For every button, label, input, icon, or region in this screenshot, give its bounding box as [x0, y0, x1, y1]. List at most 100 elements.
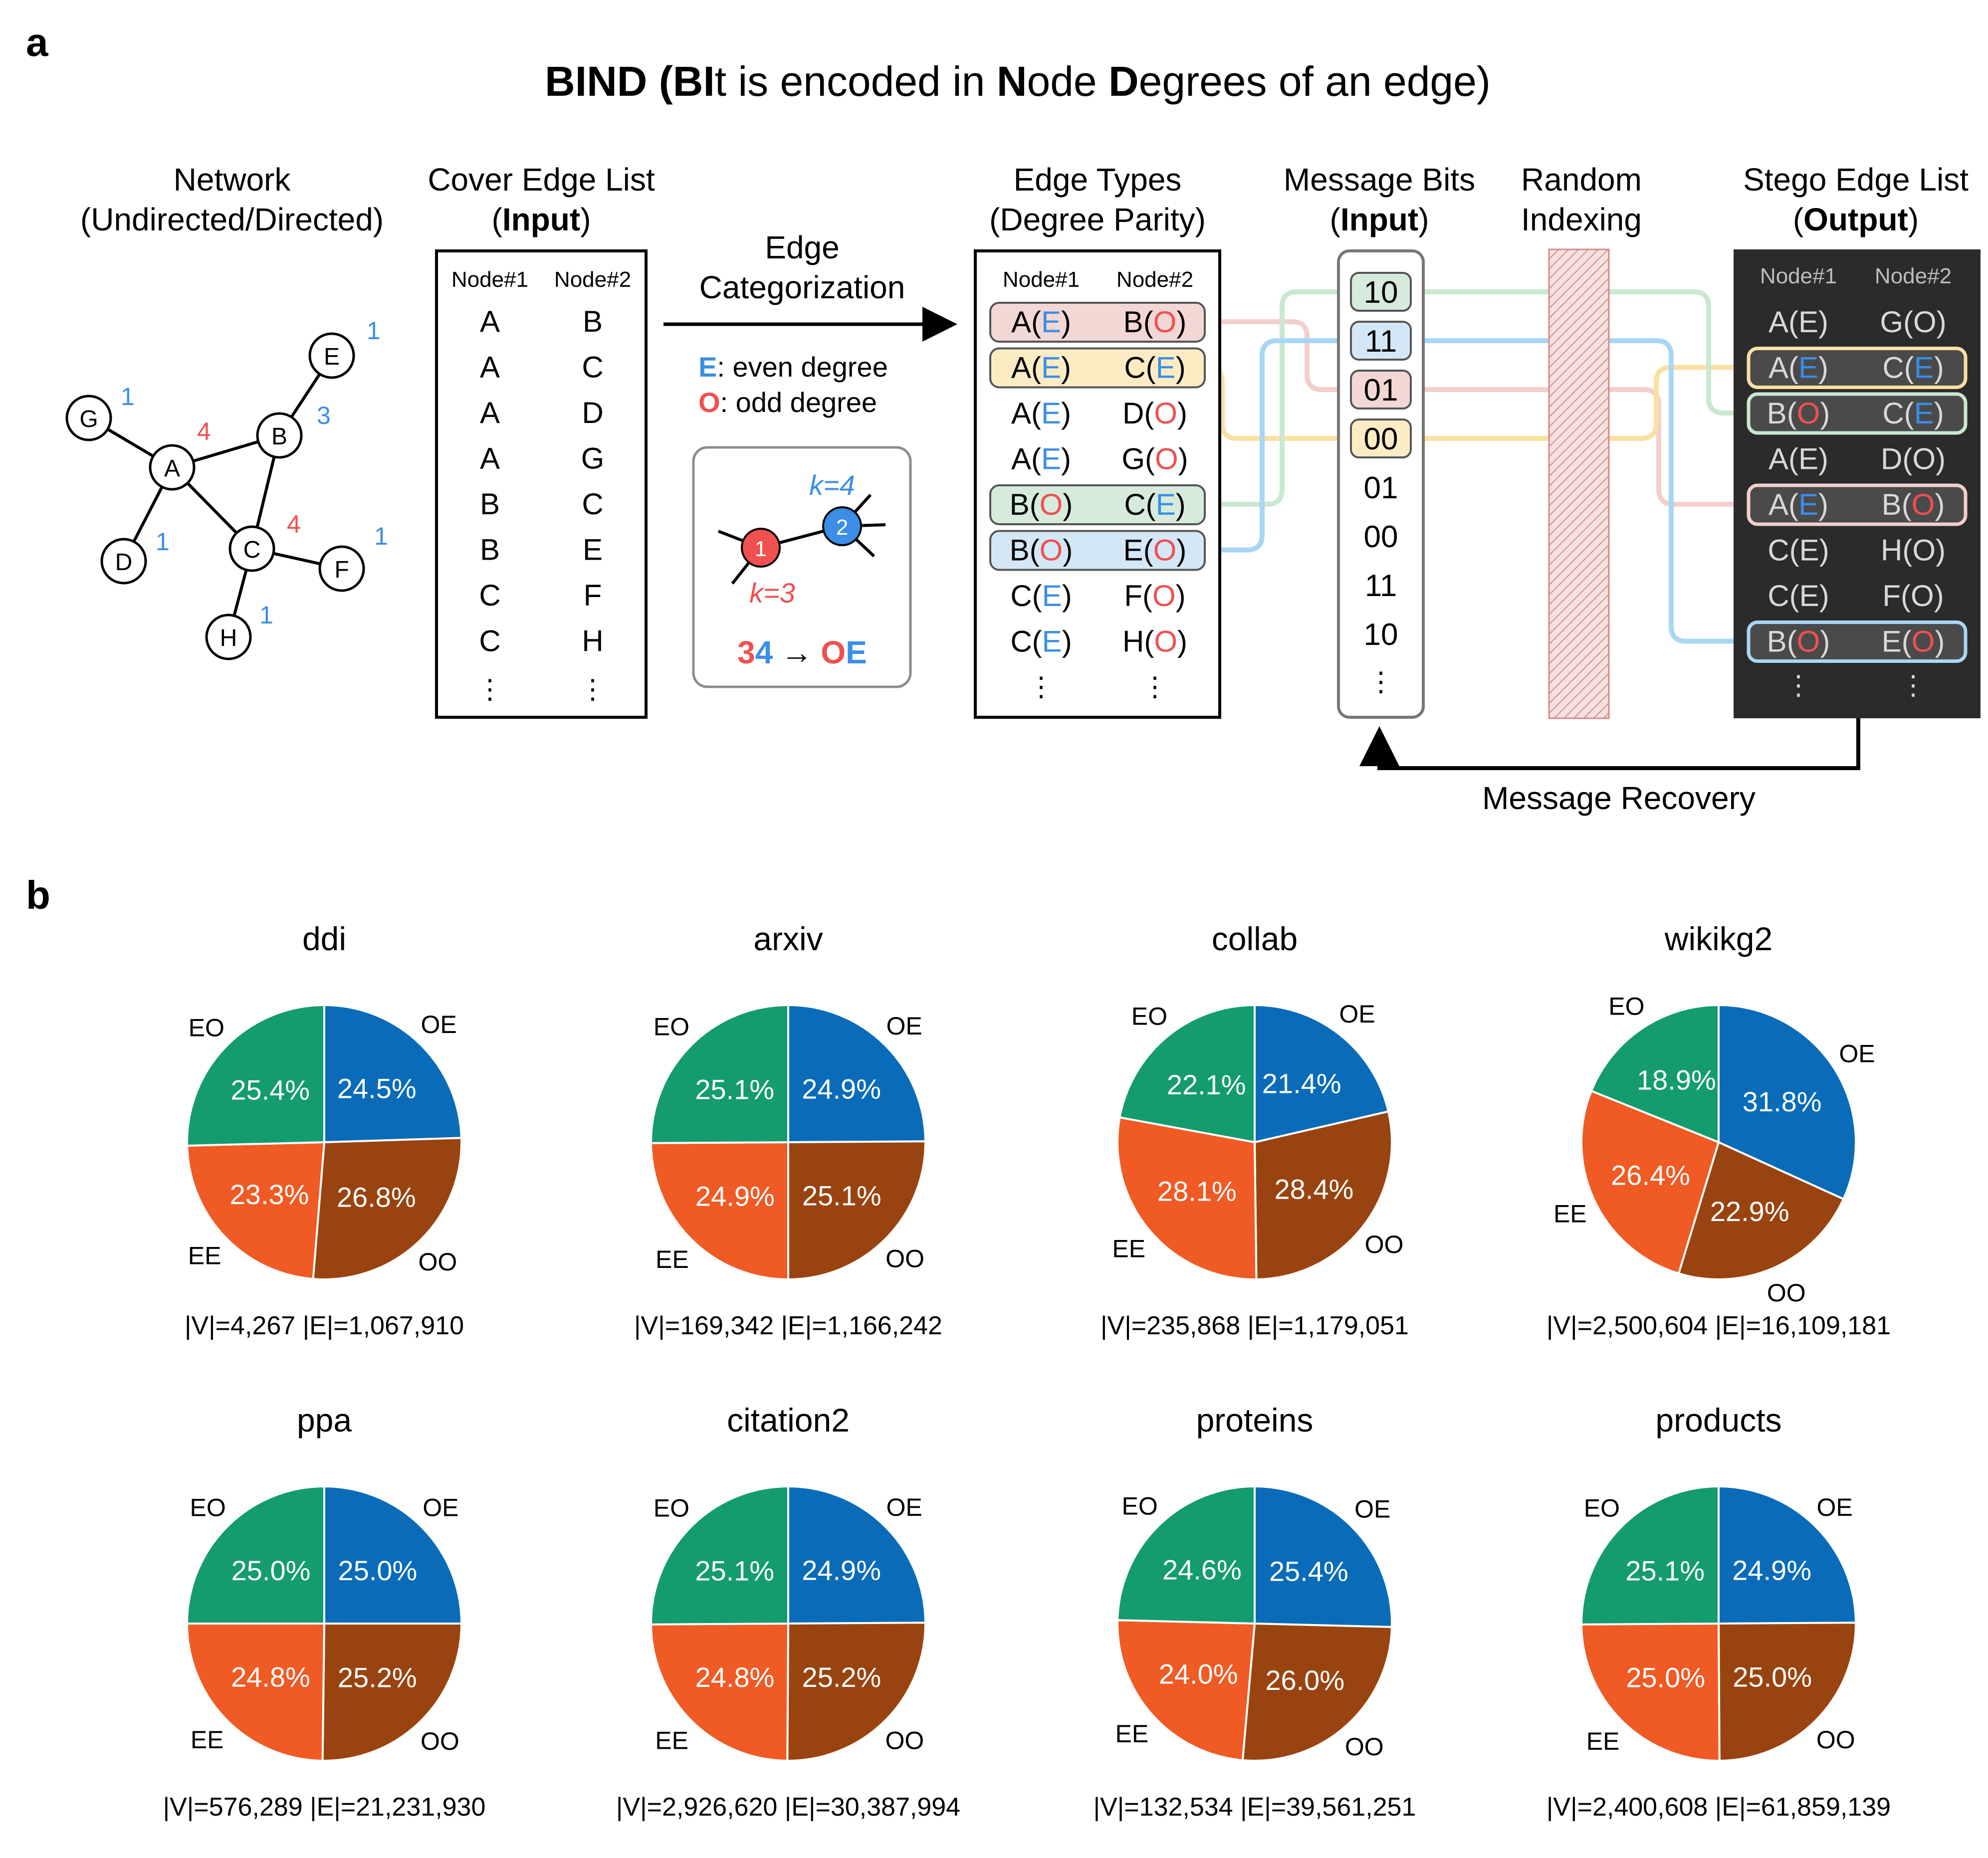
edge-row-highlight: [989, 484, 1206, 525]
cell-parity: E: [1041, 351, 1061, 385]
edge-cell: H(O): [1122, 625, 1187, 658]
edge-cell: C(E): [1010, 579, 1072, 613]
cell-paren-open: (: [1031, 305, 1041, 339]
connector-line: [1205, 289, 1351, 507]
cell-paren-close: ): [1177, 397, 1187, 430]
message-bit: 11: [1365, 569, 1397, 603]
cell-node: E: [1882, 625, 1902, 658]
pie-title: citation2: [727, 1402, 850, 1439]
cell-paren-open: (: [1903, 305, 1913, 339]
cell-paren-open: (: [1789, 579, 1799, 613]
network-degree-label: 1: [121, 383, 135, 411]
cell-parity: O: [1153, 305, 1177, 339]
edge-type-rows: A(E) B(O)A(E) C(E)A(E) D(O)A(E) G(O)B(O) C(E)…: [989, 302, 1206, 702]
pie-category-label: OE: [423, 1494, 458, 1522]
pie-category-label: EE: [1586, 1727, 1620, 1755]
pie-title: collab: [1212, 920, 1298, 957]
example-rule: 34 → OE: [737, 634, 867, 670]
network-node-label: B: [271, 423, 287, 450]
cell-parity: O: [1912, 534, 1936, 567]
pie-percent-label: 24.8%: [231, 1661, 310, 1692]
pie-slice-oe: [323, 1004, 462, 1144]
cell-paren-close: ): [1934, 397, 1944, 430]
pie-title: ppa: [297, 1402, 352, 1439]
pie-percent-label: 25.1%: [695, 1073, 774, 1105]
cell-parity: O: [1913, 305, 1937, 339]
odd-letter: O: [698, 387, 720, 418]
message-bit: 01: [1364, 373, 1398, 408]
cell-paren-close: ): [1176, 579, 1186, 613]
edge-row-highlight: [989, 302, 1206, 343]
cell-paren-open: (: [1788, 442, 1798, 476]
network-degree-label: 1: [374, 522, 388, 550]
cell-paren-close: ): [1818, 305, 1828, 339]
pie-category-label: OE: [421, 1011, 457, 1038]
edge-cell: A(E): [1768, 351, 1828, 385]
cell-parity: E: [1041, 442, 1061, 476]
cell-parity: O: [1912, 442, 1936, 476]
cell-node: E: [1123, 534, 1143, 567]
pie-percent-label: 25.1%: [1625, 1555, 1705, 1586]
cell-paren-close: ): [1062, 579, 1072, 613]
pie-percent-label: 25.0%: [231, 1555, 311, 1586]
pie-category-label: EE: [655, 1726, 688, 1754]
pie-category-label: EO: [1131, 1002, 1167, 1030]
pie-percent-label: 18.9%: [1637, 1064, 1716, 1096]
cell-node: B: [1010, 488, 1030, 521]
edge-cell: A(E): [1768, 305, 1828, 339]
pie-percent-label: 25.4%: [1269, 1555, 1348, 1587]
stego-row-highlight: [1747, 347, 1968, 389]
network-node: [318, 545, 365, 592]
pie-percent-label: 24.9%: [802, 1073, 881, 1105]
pie-slice-oo: [786, 1622, 926, 1762]
network-degree-label: 1: [367, 317, 381, 345]
edge-types-col1-header: Node#1: [1003, 267, 1080, 292]
cover-cell: A: [480, 396, 500, 429]
title-part: egrees of an edge): [1139, 58, 1491, 105]
cell-paren-open: (: [1144, 397, 1154, 430]
pie-stats: |V|=132,534 |E|=39,561,251: [1094, 1793, 1416, 1822]
cell-node: B: [1767, 397, 1787, 430]
cover-subtitle-part: (: [492, 202, 502, 237]
stego-ellipsis: ⋮: [1785, 670, 1812, 700]
pie-slice-ee: [650, 1141, 789, 1281]
network-degree-label: 1: [156, 528, 170, 556]
cell-node: G: [1121, 442, 1145, 476]
bit-highlight: [1350, 370, 1412, 410]
message-bit: 10: [1364, 275, 1398, 310]
network-node: [205, 614, 252, 660]
cell-parity: E: [1798, 305, 1818, 339]
pie-percent-label: 26.8%: [337, 1182, 416, 1213]
pie-slice-eo: [1590, 1004, 1720, 1144]
pie-category-label: EO: [1608, 992, 1644, 1020]
pie-percent-label: 22.9%: [1710, 1196, 1789, 1227]
cover-cell: A: [480, 442, 500, 475]
stego-subtitle-part: ): [1908, 202, 1919, 237]
pie-category-label: EO: [190, 1494, 226, 1522]
categorization-subtitle: Categorization: [699, 269, 905, 305]
edge-cell: G(O): [1121, 442, 1188, 476]
pie-percent-label: 25.2%: [802, 1661, 882, 1693]
pie-category-label: EE: [191, 1726, 224, 1754]
pie-slice-eo: [186, 1485, 325, 1625]
example-box: [692, 446, 912, 688]
edge-cell: A(E): [1011, 442, 1071, 476]
example-node-2-label: 2: [836, 515, 848, 540]
network-node: [308, 332, 355, 379]
pie-percent-label: 24.6%: [1162, 1554, 1242, 1586]
cell-paren-close: ): [1819, 534, 1829, 567]
cell-paren-open: (: [1030, 488, 1040, 521]
stego-subtitle-part: (: [1793, 202, 1803, 237]
pie-slice-ee: [1116, 1116, 1258, 1280]
cell-paren-open: (: [1789, 534, 1799, 567]
cell-node: C: [1767, 534, 1789, 567]
pie-percent-label: 31.8%: [1743, 1086, 1822, 1117]
cell-node: C: [1882, 397, 1904, 430]
message-box: [1337, 249, 1425, 719]
cell-paren-open: (: [1031, 351, 1041, 385]
pie-slice-oo: [312, 1137, 462, 1280]
cell-parity: O: [1152, 579, 1176, 613]
cell-node: A: [1011, 351, 1031, 385]
even-legend: E: even degree: [698, 351, 888, 383]
